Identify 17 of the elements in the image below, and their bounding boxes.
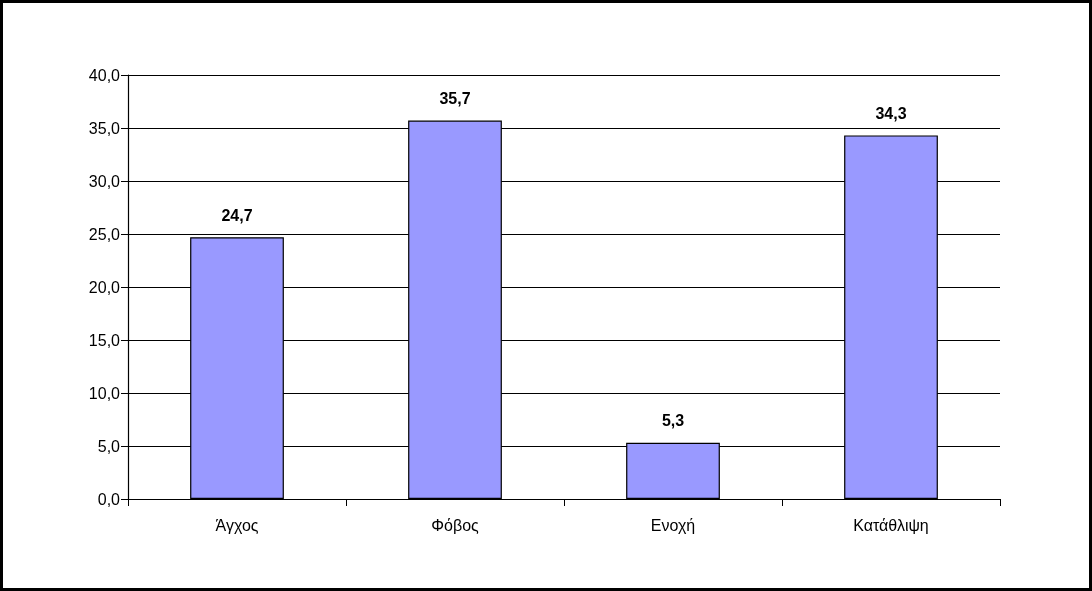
data-label: 35,7 — [439, 90, 471, 108]
x-tick-label: Κατάθλιψη — [853, 516, 929, 534]
y-tick-label: 10,0 — [88, 384, 121, 402]
y-tick-label: 35,0 — [88, 119, 121, 137]
y-tick-label: 20,0 — [88, 278, 121, 296]
y-tick-label: 25,0 — [88, 225, 121, 243]
x-tick-label: Ενοχή — [650, 516, 696, 534]
data-label: 5,3 — [661, 412, 685, 430]
x-tick-label: Άγχος — [215, 516, 259, 534]
y-tick-label: 0,0 — [97, 490, 121, 508]
data-label: 24,7 — [221, 206, 253, 224]
data-label: 34,3 — [875, 104, 907, 122]
y-tick-label: 15,0 — [88, 331, 121, 349]
x-tick-label: Φόβος — [431, 516, 480, 534]
y-tick-label: 30,0 — [88, 172, 121, 190]
y-tick-label: 40,0 — [88, 66, 121, 84]
y-tick-label: 5,0 — [97, 437, 121, 455]
